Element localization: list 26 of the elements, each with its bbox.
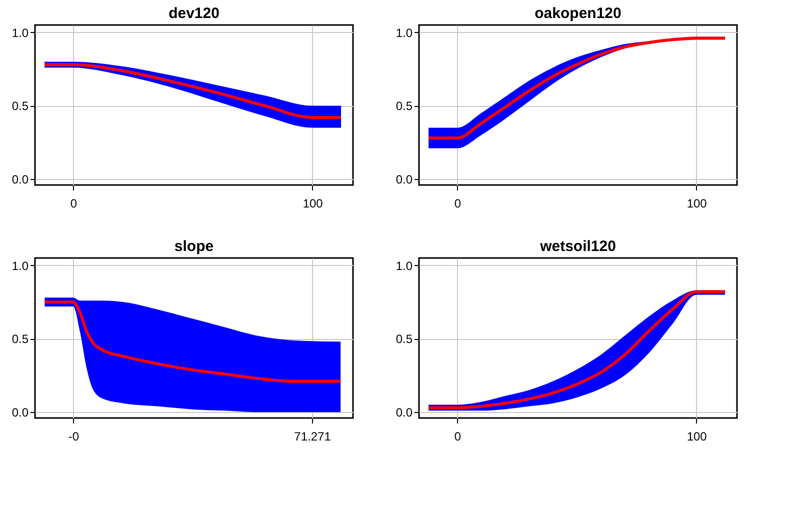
chart-title: wetsoil120 — [539, 238, 616, 255]
x-tick-label: 0 — [454, 196, 462, 210]
y-tick-label: 0.0 — [396, 406, 413, 420]
chart-title: oakopen120 — [534, 5, 622, 22]
y-tick-label: 0.5 — [12, 99, 29, 114]
x-tick-label: 71.271 — [294, 430, 332, 444]
y-tick-label: 0.0 — [12, 172, 29, 187]
y-tick-label: 0.5 — [396, 99, 413, 114]
y-tick-label: 0.5 — [396, 332, 413, 346]
x-tick-label: 100 — [686, 196, 708, 210]
y-tick-label: 1.0 — [396, 26, 413, 40]
chart-title: dev120 — [168, 5, 220, 22]
x-tick-label: 0 — [70, 196, 78, 210]
line-series — [43, 300, 342, 383]
chart-title: slope — [174, 238, 214, 255]
y-tick-label: 0.5 — [12, 332, 29, 346]
y-tick-label: 0.0 — [12, 406, 29, 420]
x-tick-label: -0 — [68, 430, 80, 444]
y-tick-label: 1.0 — [12, 26, 29, 40]
x-tick-label: 0 — [454, 430, 462, 444]
x-tick-label: 100 — [686, 430, 708, 444]
y-tick-label: 1.0 — [396, 258, 413, 273]
line-series — [43, 63, 343, 119]
y-tick-label: 0.0 — [396, 172, 413, 187]
y-tick-label: 1.0 — [12, 258, 29, 273]
x-tick-label: 100 — [302, 196, 324, 210]
